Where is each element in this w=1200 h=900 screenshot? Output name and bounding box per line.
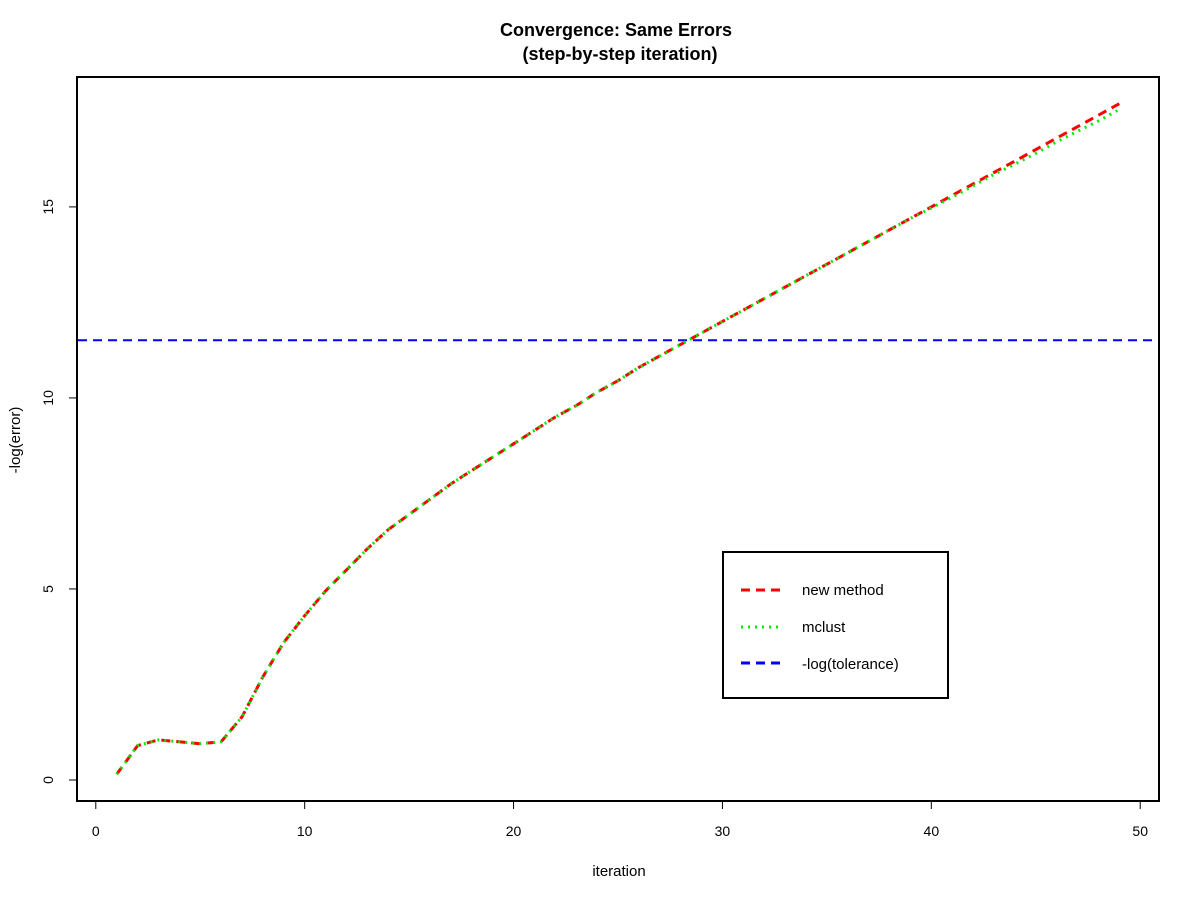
y-axis-label: -log(error): [7, 407, 24, 474]
legend: new method mclust -log(tolerance): [722, 551, 949, 699]
legend-label-mclust: mclust: [802, 619, 846, 636]
x-tick-label: 10: [297, 823, 313, 839]
x-axis: 0 10 20 30 40 50: [92, 800, 1148, 839]
y-axis: 0 5 10 15: [40, 199, 78, 784]
chart-subtitle: (step-by-step iteration): [522, 44, 717, 64]
series-line-new-method: [115, 102, 1121, 776]
x-axis-label: iteration: [592, 863, 645, 880]
x-tick-label: 30: [715, 823, 731, 839]
x-tick-label: 40: [924, 823, 940, 839]
x-tick-label: 50: [1132, 823, 1148, 839]
y-tick-label: 0: [40, 776, 56, 784]
x-tick-label: 20: [506, 823, 522, 839]
plot-frame: [76, 76, 1160, 802]
legend-label-tolerance: -log(tolerance): [802, 656, 899, 673]
y-tick-label: 5: [40, 585, 56, 593]
x-tick-label: 0: [92, 823, 100, 839]
series-line-mclust: [115, 108, 1121, 776]
chart-title: Convergence: Same Errors: [500, 20, 732, 40]
series-lines: [78, 102, 1158, 776]
legend-label-new-method: new method: [802, 582, 884, 599]
legend-box: [722, 551, 949, 699]
y-tick-label: 15: [40, 199, 56, 215]
y-tick-label: 10: [40, 390, 56, 406]
